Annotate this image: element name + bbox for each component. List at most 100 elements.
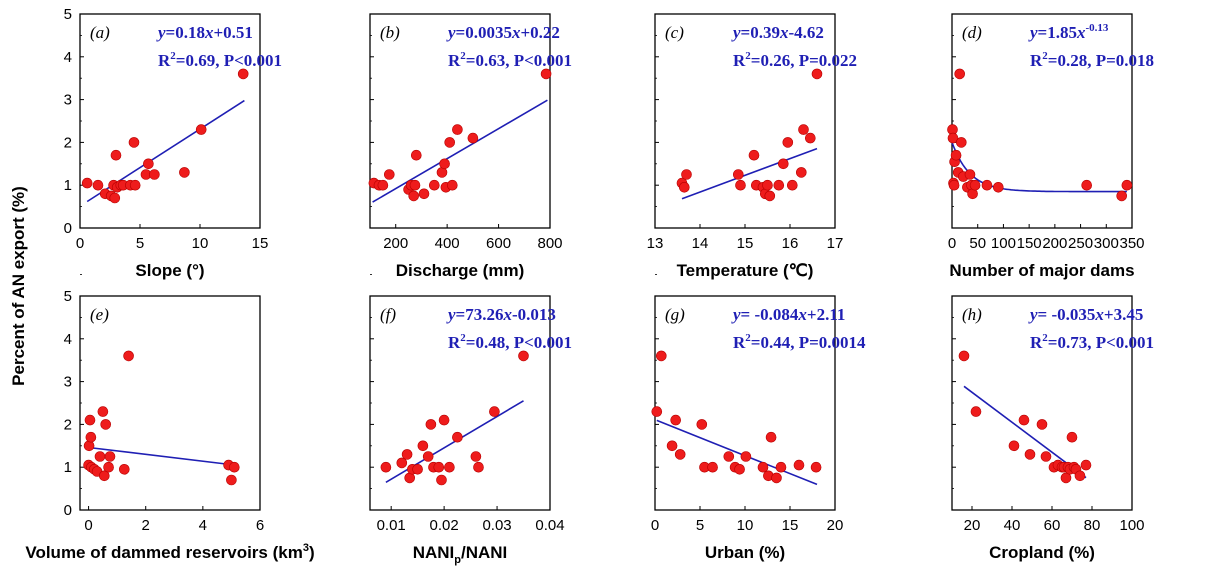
data-point xyxy=(104,451,116,462)
data-point xyxy=(410,149,422,161)
data-point xyxy=(452,124,463,135)
data-point xyxy=(467,132,479,144)
y-tick-label: 4 xyxy=(64,331,72,348)
y-tick-label: 0 xyxy=(64,502,72,519)
data-point xyxy=(409,179,421,191)
x-tick-label: 400 xyxy=(435,235,460,252)
fit-statistics: R2=0.26, P=0.022 xyxy=(733,50,857,70)
panel-f: 0.01 0.02 0.03 0.04 NANIp/NANI (f) y=73.26x-0.… xyxy=(369,274,572,566)
data-point xyxy=(1081,179,1092,191)
x-tick-label: 15 xyxy=(252,235,269,252)
data-point xyxy=(412,463,423,475)
data-point xyxy=(143,158,154,170)
data-point xyxy=(92,179,104,191)
x-tick-label: 6 xyxy=(256,517,264,534)
panel-d: 0 50 100 150 200 250 300 350 Number of major dam… xyxy=(947,13,1154,280)
data-point xyxy=(446,179,458,191)
data-point xyxy=(401,449,413,460)
x-tick-label: 5 xyxy=(136,235,144,252)
data-point xyxy=(408,190,420,202)
data-point xyxy=(195,124,207,135)
y-tick-label: 5 xyxy=(64,288,72,305)
x-tick-label: 0.01 xyxy=(377,517,406,534)
axes-frame xyxy=(654,295,836,511)
data-point xyxy=(1018,414,1030,426)
data-point xyxy=(237,68,249,80)
data-point xyxy=(786,179,798,191)
panel-label: (a) xyxy=(90,23,110,42)
data-point xyxy=(1060,472,1072,484)
panel-label: (c) xyxy=(665,23,684,42)
data-point xyxy=(777,158,789,170)
panel-g: 0 5 10 15 20 Urban (%) (g) y= -0.084x+2.11 R2=0.… xyxy=(651,274,866,562)
data-point xyxy=(380,461,392,473)
axes-frame xyxy=(369,13,551,229)
data-point xyxy=(489,406,500,417)
panel-h: 20 40 60 80 100 Cropland (%) (h) y= -0.035x+3.4… xyxy=(951,274,1154,562)
fit-line xyxy=(681,147,818,200)
data-point xyxy=(674,449,686,460)
data-point xyxy=(954,68,966,80)
x-tick-label: 0 xyxy=(651,517,659,534)
panel-label: (f) xyxy=(380,305,396,324)
fit-equation: y= -0.084x+2.11 xyxy=(731,305,845,324)
x-axis-label: Number of major dams xyxy=(949,261,1134,280)
x-axis-label: Cropland (%) xyxy=(989,543,1095,562)
data-point xyxy=(666,440,678,452)
data-point xyxy=(723,451,735,462)
x-tick-label: 13 xyxy=(647,235,664,252)
y-tick-label: 5 xyxy=(64,6,72,23)
data-point xyxy=(1121,179,1133,191)
panel-label: (d) xyxy=(962,23,982,42)
data-point xyxy=(678,182,690,193)
x-tick-label: 0 xyxy=(76,235,84,252)
data-point xyxy=(696,419,708,430)
x-tick-label: 10 xyxy=(192,235,209,252)
data-point xyxy=(670,414,682,426)
x-tick-label: 2 xyxy=(142,517,150,534)
data-point xyxy=(383,169,395,180)
x-tick-label: 15 xyxy=(782,517,799,534)
data-point xyxy=(950,149,962,161)
panel-e: 0 1 2 3 4 5 0 2 4 6 Volume of dammed reservoirs (k… xyxy=(25,274,315,562)
data-point xyxy=(773,179,785,191)
data-point xyxy=(377,179,389,191)
axes-frame xyxy=(951,13,1133,229)
x-tick-label: 5 xyxy=(696,517,704,534)
panel-b: 200 400 600 800 Discharge (mm) (b) y=0.0035x+0… xyxy=(368,13,572,280)
data-point xyxy=(955,137,967,148)
fit-statistics: R2=0.48, P<0.001 xyxy=(448,332,572,352)
x-tick-label: 100 xyxy=(1119,517,1144,534)
data-point xyxy=(810,461,822,473)
data-point xyxy=(969,179,981,191)
x-tick-label: 250 xyxy=(1068,235,1093,252)
data-point xyxy=(964,169,976,180)
x-axis-label: Temperature (℃) xyxy=(677,261,814,280)
data-point xyxy=(129,179,141,191)
data-point xyxy=(1008,440,1020,452)
data-point xyxy=(433,461,445,473)
fit-statistics: R2=0.63, P<0.001 xyxy=(448,50,572,70)
axes-frame xyxy=(654,13,836,229)
data-point xyxy=(765,431,777,443)
x-axis-label: Urban (%) xyxy=(705,543,785,562)
data-point xyxy=(947,132,959,144)
x-tick-label: 300 xyxy=(1094,235,1119,252)
fit-equation: y=0.18x+0.51 xyxy=(156,23,253,42)
data-point xyxy=(681,169,692,180)
data-point xyxy=(84,414,96,426)
x-tick-label: 80 xyxy=(1084,517,1101,534)
fit-equation: y=0.39x-4.62 xyxy=(731,23,824,42)
x-axis-label: Discharge (mm) xyxy=(396,261,524,280)
fit-line xyxy=(951,142,1127,193)
x-tick-label: 0.02 xyxy=(430,517,459,534)
y-tick-label: 2 xyxy=(64,416,72,433)
panel-a: 0 1 2 3 4 5 0 5 10 15 Slope (°) (a) y=0.18x+0.51 R2=0… xyxy=(64,6,282,280)
data-point xyxy=(473,461,484,473)
data-point xyxy=(229,461,240,473)
x-tick-label: 150 xyxy=(1017,235,1042,252)
data-point xyxy=(81,177,93,189)
data-point xyxy=(109,192,121,204)
data-point xyxy=(757,461,769,473)
